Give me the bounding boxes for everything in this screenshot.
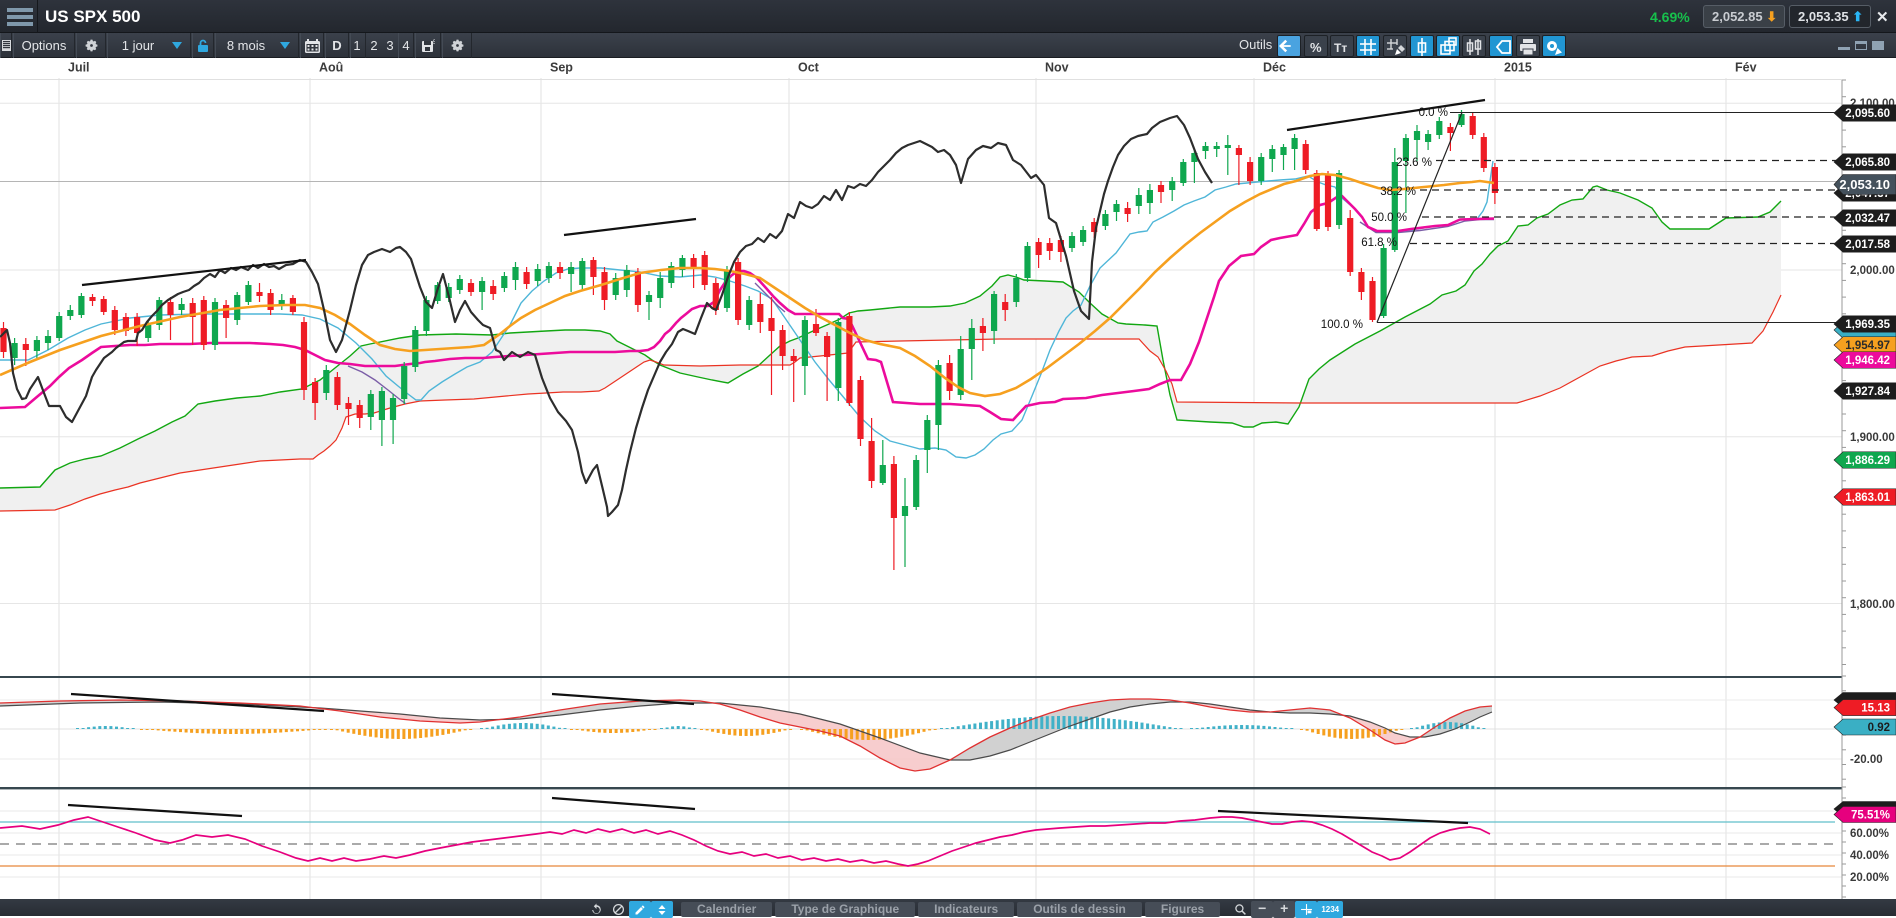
svg-text:Oct: Oct xyxy=(798,61,820,75)
svg-text:20.00%: 20.00% xyxy=(1850,872,1889,884)
svg-text:1,900.00: 1,900.00 xyxy=(1850,432,1895,444)
svg-text:2,095.60: 2,095.60 xyxy=(1845,108,1890,120)
svg-text:15.13: 15.13 xyxy=(1861,703,1890,715)
svg-text:1,969.35: 1,969.35 xyxy=(1845,319,1890,331)
svg-text:2,065.80: 2,065.80 xyxy=(1845,157,1890,169)
svg-text:Juil: Juil xyxy=(68,61,90,75)
svg-text:2,053.10: 2,053.10 xyxy=(1839,177,1890,192)
svg-text:1,886.29: 1,886.29 xyxy=(1845,455,1890,467)
svg-text:2,000.00: 2,000.00 xyxy=(1850,265,1895,277)
svg-text:1,946.42: 1,946.42 xyxy=(1845,355,1890,367)
svg-text:23.6 %: 23.6 % xyxy=(1396,157,1432,169)
svg-text:Sep: Sep xyxy=(550,61,573,75)
svg-text:0.92: 0.92 xyxy=(1868,722,1890,734)
svg-text:40.00%: 40.00% xyxy=(1850,850,1889,862)
svg-text:Aoû: Aoû xyxy=(319,61,343,75)
svg-text:61.8 %: 61.8 % xyxy=(1361,237,1397,249)
svg-text:2,032.47: 2,032.47 xyxy=(1845,213,1890,225)
svg-text:2015: 2015 xyxy=(1504,61,1532,75)
svg-text:2,017.58: 2,017.58 xyxy=(1845,239,1890,251)
svg-text:5: 5 xyxy=(433,40,435,46)
svg-text:Nov: Nov xyxy=(1045,61,1069,75)
svg-text:38.2 %: 38.2 % xyxy=(1380,186,1416,198)
svg-text:1,927.84: 1,927.84 xyxy=(1845,386,1890,398)
svg-text:Déc: Déc xyxy=(1263,61,1286,75)
svg-text:1,863.01: 1,863.01 xyxy=(1845,492,1890,504)
svg-text:1,954.97: 1,954.97 xyxy=(1845,340,1890,352)
svg-text:1,800.00: 1,800.00 xyxy=(1850,599,1895,611)
svg-text:75.51%: 75.51% xyxy=(1851,810,1890,822)
svg-text:50.0 %: 50.0 % xyxy=(1371,212,1407,224)
svg-text:Fév: Fév xyxy=(1735,61,1757,75)
svg-text:Tᴛ: Tᴛ xyxy=(1334,41,1347,55)
svg-text:-20.00: -20.00 xyxy=(1850,754,1883,766)
svg-text:60.00%: 60.00% xyxy=(1850,828,1889,840)
svg-text:100.0 %: 100.0 % xyxy=(1321,319,1363,331)
svg-text:%: % xyxy=(1310,40,1322,55)
